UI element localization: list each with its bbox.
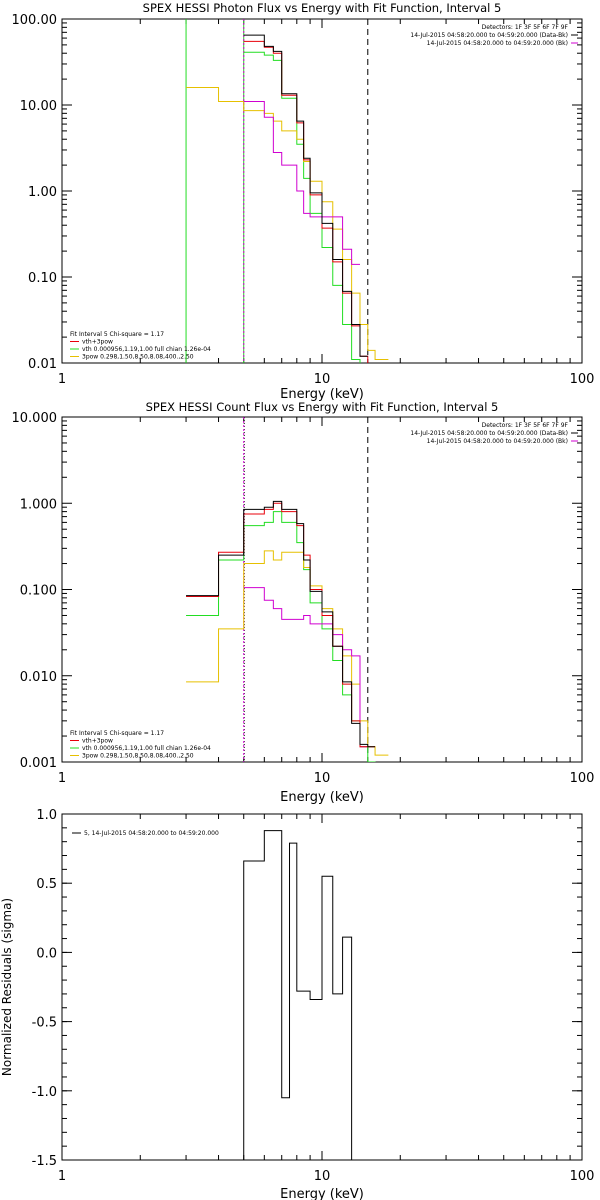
chart-title: SPEX HESSI Count Flux vs Energy with Fit… [146, 400, 499, 414]
y-tick-label: 10.000 [12, 411, 58, 426]
y-tick-label: 0.010 [20, 670, 57, 685]
panel-3: Energy (keV) Normalized Residuals (sigma)… [0, 808, 594, 1200]
legend-entry: 5, 14-Jul-2015 04:58:20.000 to 04:59:20.… [84, 830, 219, 837]
series-total-histogram [186, 502, 376, 748]
series-pow-histogram [186, 550, 389, 756]
y-tick-label: -1.0 [32, 1085, 57, 1100]
series-vth-histogram [243, 51, 361, 363]
y-tick-label: 1.0 [36, 808, 57, 823]
y-tick-label: 1.00 [28, 185, 57, 200]
y-tick-label: 0.0 [36, 946, 57, 961]
x-tick-label: 10 [314, 1169, 331, 1184]
residuals-histogram [243, 830, 369, 1160]
y-tick-label: 0.01 [28, 357, 57, 372]
legend-fit-info: Fit Interval 5 Chi-square = 1.17 [70, 331, 164, 338]
x-tick-label: 1 [58, 372, 66, 387]
series-total-histogram [243, 40, 369, 363]
y-tick-label: -0.5 [32, 1016, 57, 1031]
x-axis-label: Energy (keV) [280, 1187, 364, 1200]
x-tick-label: 100 [570, 372, 595, 387]
series-vth-histogram [186, 511, 376, 762]
info-line: 14-Jul-2015 04:58:20.000 to 04:59:20.000… [427, 40, 568, 47]
panel-1: SPEX HESSI Photon Flux vs Energy with Fi… [12, 1, 595, 402]
y-tick-label: 0.100 [20, 584, 57, 599]
y-tick-label: 0.001 [20, 756, 57, 771]
info-line: Detectors: 1F 3F 5F 6F 7F 9F [482, 24, 569, 31]
info-line: Detectors: 1F 3F 5F 6F 7F 9F [482, 422, 569, 429]
series-bk-histogram [243, 587, 368, 748]
y-tick-label: 0.10 [28, 271, 57, 286]
x-tick-label: 1 [58, 1169, 66, 1184]
series-bk-histogram [243, 100, 360, 265]
series-pow-histogram [186, 86, 389, 360]
info-line: 14-Jul-2015 04:58:20.000 to 04:59:20.000… [410, 32, 568, 39]
series-data-histogram [186, 500, 376, 748]
plot-area [185, 19, 389, 363]
plot-area [243, 830, 369, 1160]
x-tick-label: 10 [314, 372, 331, 387]
legend-entry: 3pow 0.298,1.50,8.50,8.08,400.,2.50 [82, 753, 194, 760]
y-tick-label: -1.5 [32, 1154, 57, 1169]
info-line: 14-Jul-2015 04:58:20.000 to 04:59:20.000… [410, 430, 568, 437]
legend-entry: vth+3pow [82, 339, 113, 346]
panel-2: SPEX HESSI Count Flux vs Energy with Fit… [12, 400, 595, 805]
legend-entry: vth 0.000956,1.19,1.00 full chian 1.26e-… [82, 346, 211, 353]
info-line: 14-Jul-2015 04:58:20.000 to 04:59:20.000… [427, 438, 568, 445]
legend-entry: 3pow 0.298,1.50,8.50,8.08,400.,2.50 [82, 354, 194, 361]
chart-title: SPEX HESSI Photon Flux vs Energy with Fi… [143, 1, 502, 15]
legend-entry: vth+3pow [82, 738, 113, 745]
y-tick-label: 0.5 [36, 877, 57, 892]
legend-entry: vth 0.000956,1.19,1.00 full chian 1.26e-… [82, 745, 211, 752]
x-axis-label: Energy (keV) [280, 387, 364, 402]
legend-fit-info: Fit Interval 5 Chi-square = 1.17 [70, 730, 164, 737]
y-axis-label: Normalized Residuals (sigma) [0, 898, 14, 1076]
x-axis-label: Energy (keV) [280, 790, 364, 805]
y-tick-label: 100.00 [12, 13, 58, 28]
y-tick-label: 1.000 [20, 497, 57, 512]
x-tick-label: 100 [570, 1169, 595, 1184]
series-data-histogram [243, 34, 368, 357]
x-tick-label: 1 [58, 771, 66, 786]
x-tick-label: 100 [570, 771, 595, 786]
y-tick-label: 10.00 [20, 99, 57, 114]
plot-area [186, 417, 389, 762]
x-tick-label: 10 [314, 771, 331, 786]
